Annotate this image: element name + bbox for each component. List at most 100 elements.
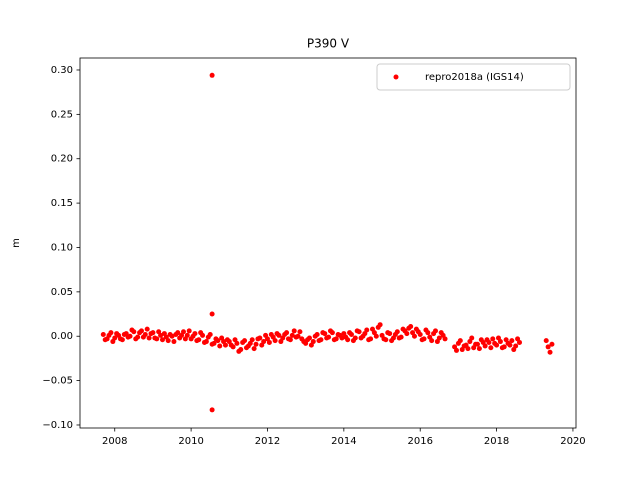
data-point [419, 337, 425, 343]
data-point [457, 338, 463, 344]
data-point [385, 330, 391, 336]
data-point [259, 342, 265, 348]
data-point [106, 332, 112, 338]
data-point [465, 346, 471, 352]
data-point [408, 323, 414, 329]
data-point [434, 339, 440, 345]
data-point [263, 332, 269, 338]
x-tick-label: 2012 [255, 436, 280, 447]
data-point [515, 336, 521, 342]
data-point [461, 343, 467, 349]
data-point [152, 335, 158, 341]
data-point [545, 344, 551, 350]
y-tick-label: −0.05 [42, 376, 73, 387]
data-point [427, 334, 433, 340]
data-point [209, 311, 215, 317]
data-point [503, 337, 509, 343]
data-point [301, 339, 307, 345]
data-point [194, 338, 200, 344]
y-tick-label: 0.15 [51, 198, 73, 209]
legend-box [376, 63, 571, 91]
data-point [274, 331, 280, 337]
data-point [240, 339, 246, 345]
x-tick-label: 2014 [331, 436, 356, 447]
legend-marker [393, 74, 399, 80]
data-point [144, 326, 150, 332]
data-point [499, 345, 505, 351]
data-point [201, 339, 207, 345]
data-point [480, 339, 486, 345]
y-tick-label: 0.20 [51, 154, 73, 165]
data-point [159, 337, 165, 343]
data-point [404, 331, 410, 337]
data-point [400, 326, 406, 332]
data-point [343, 334, 349, 340]
data-point [121, 331, 127, 337]
data-point [209, 341, 215, 347]
data-point [100, 331, 106, 337]
data-point [270, 334, 276, 340]
data-point [350, 338, 356, 344]
data-point [205, 334, 211, 340]
data-point [476, 346, 482, 352]
data-point [335, 331, 341, 337]
data-point [148, 331, 154, 337]
data-point [392, 331, 398, 337]
data-point [339, 335, 345, 341]
axes-frame [79, 57, 577, 429]
data-point [129, 327, 135, 333]
data-point [396, 335, 402, 341]
data-point [490, 336, 496, 342]
legend-label: repro2018a (IGS14) [425, 72, 524, 83]
data-point [247, 340, 253, 346]
data-point [495, 335, 501, 341]
data-point [171, 339, 177, 345]
data-point [114, 331, 120, 337]
data-point [543, 338, 549, 344]
data-point [146, 335, 152, 341]
data-point [308, 342, 314, 348]
data-point [110, 339, 116, 345]
data-point [285, 336, 291, 342]
data-point [377, 322, 383, 328]
y-tick-label: 0.05 [51, 287, 73, 298]
data-point [278, 339, 284, 345]
data-point [492, 340, 498, 346]
data-point [224, 337, 230, 343]
data-point [484, 337, 490, 343]
data-point [228, 342, 234, 348]
data-point [354, 328, 360, 334]
x-tick-label: 2020 [560, 436, 585, 447]
data-point [243, 345, 249, 351]
data-point [179, 332, 185, 338]
x-tick-label: 2016 [407, 436, 432, 447]
data-point [411, 333, 417, 339]
data-point [366, 337, 372, 343]
data-point [507, 342, 513, 348]
data-point [327, 328, 333, 334]
y-tick-label: 0.10 [51, 242, 73, 253]
data-point [347, 330, 353, 336]
data-point [453, 347, 459, 353]
data-point [291, 328, 297, 334]
data-point [373, 333, 379, 339]
data-point [282, 331, 288, 337]
data-point [190, 333, 196, 339]
data-point [331, 337, 337, 343]
data-point [324, 335, 330, 341]
data-point [293, 334, 299, 340]
data-point [182, 336, 188, 342]
data-point [549, 341, 555, 347]
data-point [125, 334, 131, 340]
data-point [217, 343, 223, 349]
data-point [369, 326, 375, 332]
data-point [415, 329, 421, 335]
data-point [305, 337, 311, 343]
data-point [232, 337, 238, 343]
data-point [289, 332, 295, 338]
data-point [389, 338, 395, 344]
y-tick-label: −0.10 [42, 420, 73, 431]
data-point [255, 336, 261, 342]
data-point [251, 346, 257, 352]
